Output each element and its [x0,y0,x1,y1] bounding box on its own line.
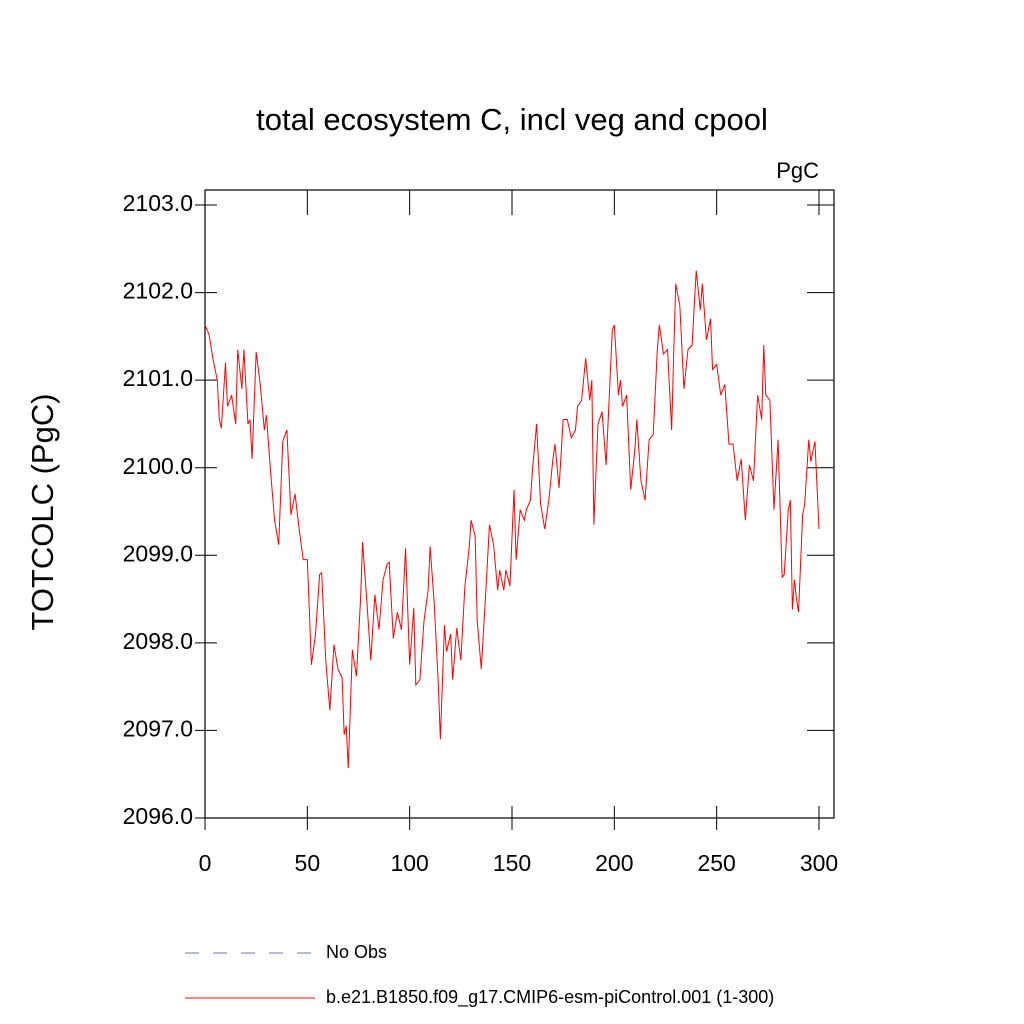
plot-frame [204,189,835,819]
legend-label: b.e21.B1850.f09_g17.CMIP6-esm-piControl.… [326,987,774,1008]
unit-label: PgC [776,158,819,183]
x-tick-label: 300 [800,850,838,876]
y-tick-label: 2100.0 [123,453,193,479]
y-tick-label: 2102.0 [123,278,193,304]
y-tick-label: 2096.0 [123,803,193,829]
y-tick-label: 2101.0 [123,365,193,391]
x-tick-label: 50 [295,850,321,876]
x-tick-label: 200 [595,850,633,876]
legend-label: No Obs [326,942,387,962]
y-tick-label: 2097.0 [123,716,193,742]
x-tick-label: 250 [697,850,735,876]
chart-title: total ecosystem C, incl veg and cpool [256,102,768,137]
y-tick-label: 2099.0 [123,540,193,566]
y-axis-label: TOTCOLC (PgC) [25,393,60,630]
x-tick-label: 0 [199,850,212,876]
data-line [204,270,820,769]
x-tick-label: 150 [493,850,531,876]
x-tick-label: 100 [390,850,428,876]
y-tick-label: 2098.0 [123,628,193,654]
y-tick-label: 2103.0 [123,190,193,216]
